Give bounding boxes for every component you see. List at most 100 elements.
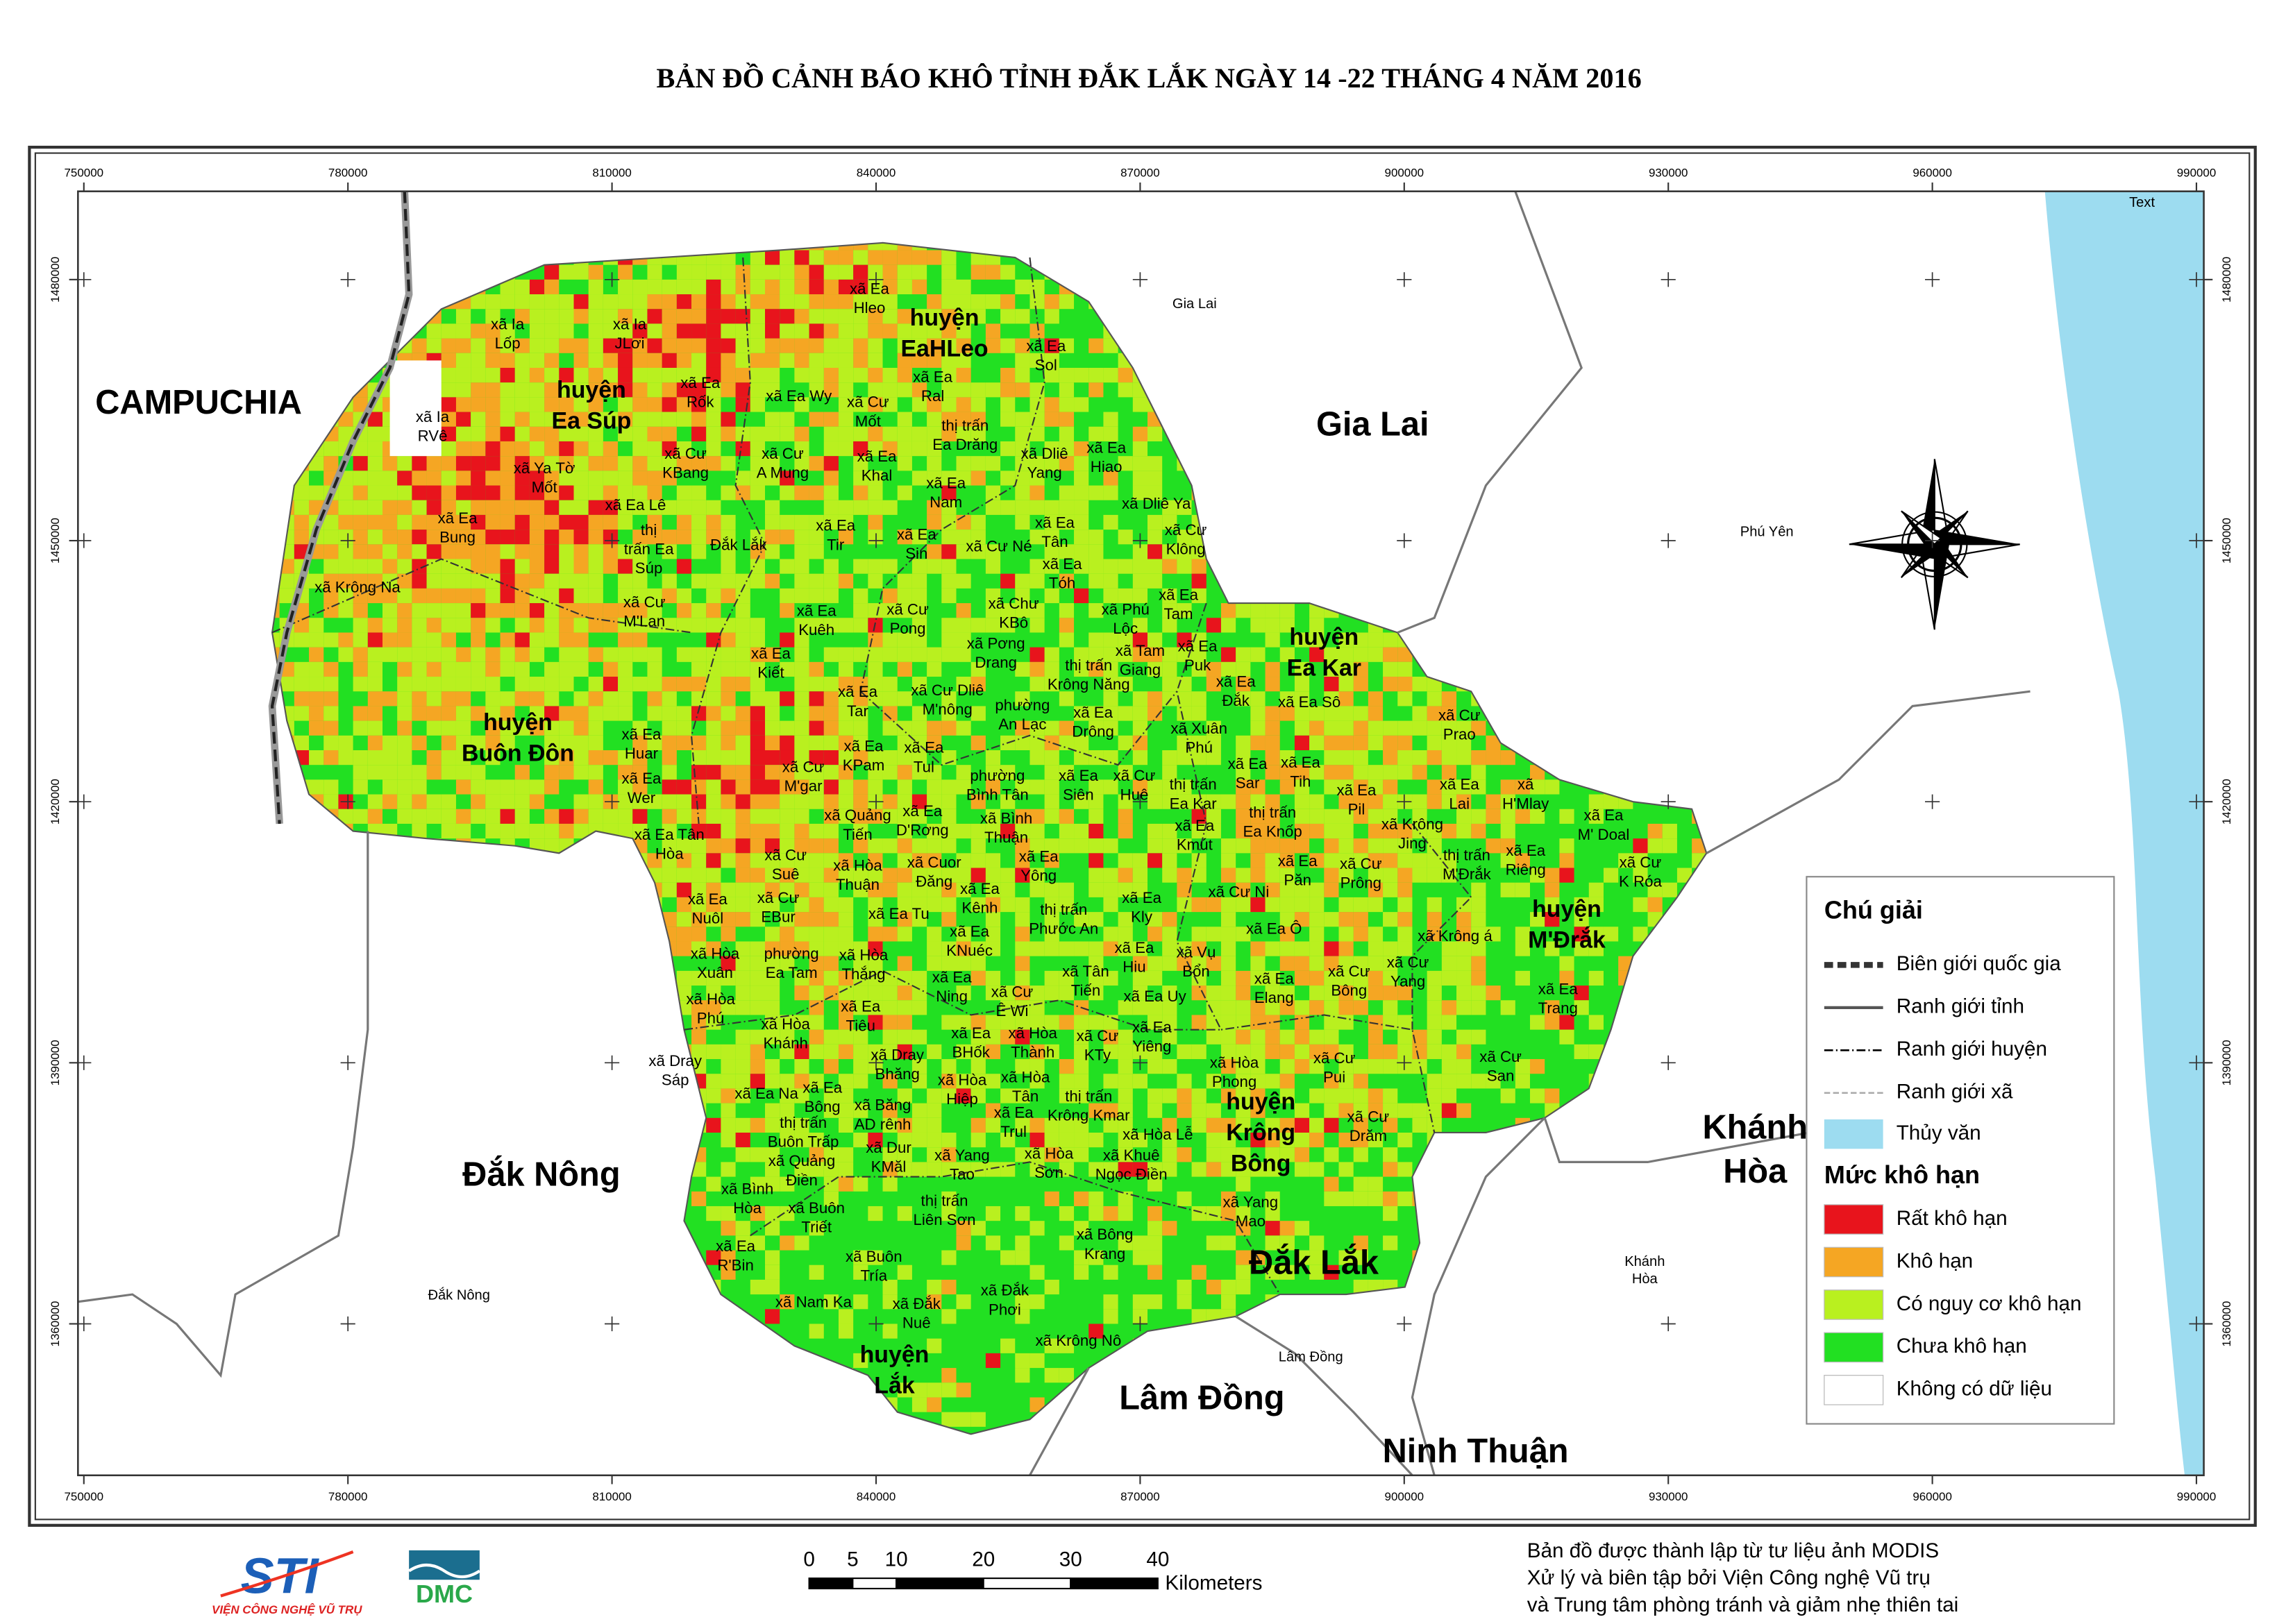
drought-cell [1397, 1191, 1413, 1206]
drought-cell [721, 823, 736, 839]
drought-cell [676, 323, 692, 339]
drought-cell [941, 1309, 957, 1324]
drought-cell [1250, 838, 1266, 854]
drought-cell [559, 823, 574, 839]
drought-cell [500, 720, 515, 736]
drought-cell [309, 573, 324, 589]
drought-cell [441, 485, 456, 500]
drought-cell [868, 500, 883, 515]
drought-cell [706, 500, 721, 515]
drought-cell [485, 618, 501, 633]
drought-cell [750, 426, 765, 441]
drought-cell [1029, 618, 1045, 633]
drought-cell [544, 471, 560, 486]
drought-cell [809, 456, 824, 471]
drought-cell [1353, 750, 1368, 766]
drought-cell [647, 309, 662, 324]
drought-cell [1324, 956, 1339, 971]
drought-cell [838, 706, 854, 721]
commune-label: Hleo [854, 299, 886, 316]
commune-label: xã Dray [648, 1052, 703, 1069]
drought-cell [1029, 1264, 1045, 1280]
drought-cell [455, 647, 471, 662]
drought-cell [721, 382, 736, 398]
drought-cell [897, 647, 912, 662]
drought-cell [911, 471, 927, 486]
commune-label: xã Ea [1026, 337, 1066, 355]
drought-cell [750, 956, 765, 971]
drought-cell [1162, 691, 1177, 707]
drought-cell [780, 779, 795, 795]
drought-cell [382, 603, 398, 618]
drought-cell [911, 868, 927, 883]
drought-cell [1588, 897, 1604, 913]
drought-cell [485, 441, 501, 457]
commune-label: Tría [860, 1267, 887, 1285]
drought-cell [485, 514, 501, 530]
drought-cell [1088, 338, 1104, 353]
drought-cell [897, 735, 912, 750]
drought-cell [455, 456, 471, 471]
drought-cell [823, 412, 839, 427]
drought-cell [588, 544, 603, 559]
drought-cell [1059, 735, 1075, 750]
drought-cell [514, 573, 530, 589]
drought-cell [897, 279, 912, 295]
drought-cell [1044, 588, 1059, 604]
commune-label: Drăm [1350, 1127, 1387, 1144]
drought-cell [897, 809, 912, 824]
drought-cell [1530, 868, 1545, 883]
drought-cell [662, 397, 677, 412]
drought-cell [1015, 412, 1030, 427]
drought-cell [1191, 1088, 1207, 1103]
drought-cell [941, 1412, 957, 1427]
drought-cell [927, 456, 942, 471]
drought-cell [1162, 1147, 1177, 1162]
drought-cell [868, 956, 883, 971]
commune-label: Yiêng [1132, 1038, 1171, 1055]
drought-cell [897, 367, 912, 383]
drought-cell [1368, 956, 1384, 971]
drought-cell [911, 250, 927, 265]
drought-cell [412, 661, 427, 677]
commune-label: xã Bông [1077, 1226, 1134, 1243]
drought-cell [1191, 735, 1207, 750]
drought-cell [721, 514, 736, 530]
drought-cell [676, 647, 692, 662]
drought-cell [1191, 559, 1207, 574]
drought-cell [750, 661, 765, 677]
drought-cell [853, 735, 868, 750]
drought-cell [1338, 838, 1354, 854]
drought-cell [632, 367, 648, 383]
drought-cell [323, 441, 339, 457]
drought-cell [911, 720, 927, 736]
drought-cell [1059, 441, 1075, 457]
drought-cell [1148, 691, 1163, 707]
commune-label: H'Mlay [1502, 795, 1549, 812]
drought-cell [1397, 720, 1413, 736]
drought-cell [544, 264, 560, 280]
drought-cell [1412, 794, 1427, 809]
drought-cell [529, 397, 545, 412]
drought-cell [544, 618, 560, 633]
commune-label: xã Bình [721, 1181, 773, 1198]
drought-cell [559, 588, 574, 604]
drought-cell [367, 559, 382, 574]
drought-cell [897, 956, 912, 971]
drought-cell [941, 471, 957, 486]
drought-cell [735, 677, 750, 692]
drought-cell [1074, 1264, 1089, 1280]
drought-cell [735, 661, 750, 677]
drought-cell [1324, 868, 1339, 883]
drought-cell [1148, 647, 1163, 662]
drought-cell [1294, 691, 1310, 707]
drought-cell [1191, 1015, 1207, 1030]
commune-label: Phước An [1029, 920, 1098, 937]
drought-cell [500, 573, 515, 589]
drought-cell [1103, 838, 1118, 854]
drought-cell [941, 912, 957, 927]
drought-cell [853, 1176, 868, 1192]
drought-cell [647, 323, 662, 339]
drought-cell [647, 294, 662, 310]
drought-cell [455, 603, 471, 618]
